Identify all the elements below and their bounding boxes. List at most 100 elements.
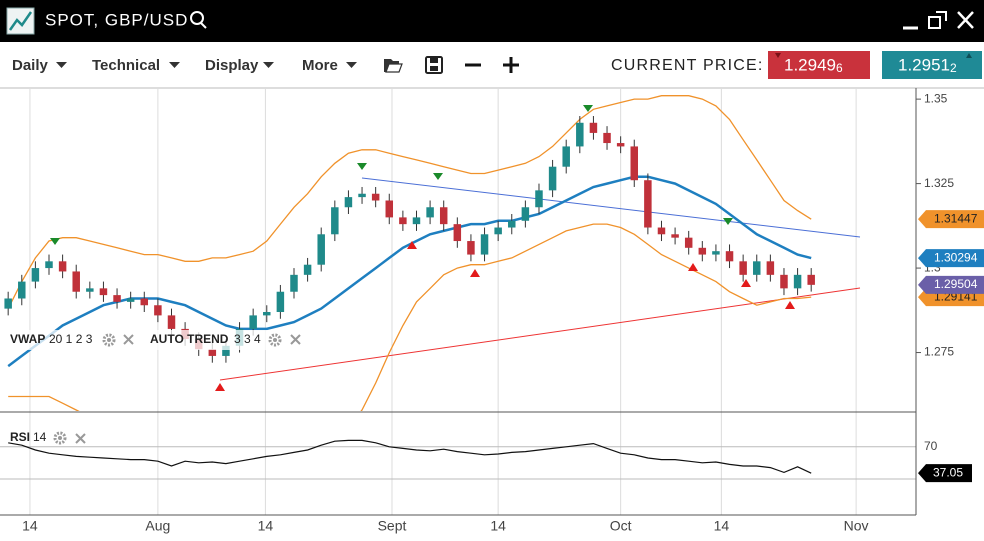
candle-body [480,234,489,255]
candle-body [521,207,530,221]
app-icon [6,7,35,35]
save-button[interactable] [425,56,443,74]
overlay-line [8,223,812,411]
bid-pipette: 6 [836,61,843,75]
menu-display[interactable]: Display [205,57,274,74]
indicator-name: VWAP [10,332,45,346]
candle-body [453,224,462,242]
candle-body [671,234,679,238]
candle-body [45,261,53,269]
candle-body [426,207,434,218]
menu-label: Daily [12,57,49,74]
candle-body [72,271,80,292]
price-tag [918,210,984,229]
candle-body [807,274,815,285]
candle-body [385,200,394,218]
candle-body [657,227,666,235]
trend-line [361,177,861,238]
bid-price: 1.2949 [784,55,836,74]
ask-price: 1.2951 [898,55,950,74]
candle-body [603,132,611,144]
y-tick-label: 1.275 [924,345,954,359]
x-tick-label: 14 [22,518,38,534]
candle-body [140,298,149,306]
y-tick-label: 70 [924,439,938,453]
menu-label: Technical [92,57,160,74]
open-button[interactable] [384,59,403,73]
candle-body [725,251,734,262]
indicator-name: RSI [10,430,30,444]
overlay-line [7,95,812,309]
x-tick-label: 14 [258,518,274,534]
close-button[interactable] [957,11,974,29]
candle-body [249,315,257,329]
candle-body [562,146,570,167]
candle-body [167,315,176,329]
title-bar [0,0,984,42]
menu-label: More [302,57,338,74]
candle-body [508,220,516,228]
remove-button[interactable] [75,433,86,444]
candle-body [126,298,135,302]
candle-body [535,190,543,208]
candle-body [630,146,639,181]
candle-body [548,166,557,191]
menu-technical[interactable]: Technical [92,57,180,74]
search-button[interactable] [190,11,207,29]
candle-body [780,274,788,289]
candle-body [494,227,502,235]
price-tag [918,249,984,268]
candle-body [303,264,312,275]
candle-body [753,261,761,275]
candle-body [644,180,652,228]
candle-body [698,247,707,255]
menu-daily[interactable]: Daily [12,57,67,74]
rsi-tag [918,464,972,483]
candle-body [331,207,339,235]
candle-body [467,241,475,255]
indicator-params: 14 [33,430,47,444]
settings-button[interactable] [102,333,116,347]
candle-body [439,207,448,225]
candle-body [276,291,285,313]
x-tick-label: Aug [145,518,170,534]
candle-body [616,143,625,147]
price-tag [918,275,984,294]
candle-body [412,217,421,225]
x-tick-label: Nov [844,518,869,534]
candle-body [712,251,720,255]
x-tick-label: 14 [714,518,730,534]
candle-body [317,234,325,265]
popout-button[interactable] [928,11,947,29]
current-price-label: CURRENT PRICE: [611,57,764,74]
price-tag-label: 1.31447 [934,211,978,225]
remove-button[interactable] [123,334,134,345]
x-tick-label: 14 [490,518,506,534]
candle-body [358,193,366,198]
price-tag-label: 1.30294 [934,250,978,264]
ask-pipette: 2 [950,61,957,75]
candle-body [99,288,108,296]
zoom-in-button[interactable] [503,57,519,73]
remove-button[interactable] [290,334,301,345]
candle-body [684,237,693,248]
bid-button[interactable]: 1.2949 6 [768,51,870,79]
candle-body [86,288,94,292]
y-tick-label: 1.325 [924,176,954,190]
settings-button[interactable] [268,333,282,347]
candle-body [222,345,230,356]
menu-more[interactable]: More [302,57,357,74]
candle-body [739,261,747,275]
candle-body [589,122,598,133]
settings-button[interactable] [53,431,67,445]
trend-line [219,287,861,381]
candle-body [399,217,407,225]
indicator-name: AUTO TREND [150,332,229,346]
candle-body [113,295,121,302]
indicator-label-backing [4,330,308,350]
rsi-line [8,439,812,474]
ask-button[interactable]: 1.2951 2 [882,51,982,79]
candle-body [18,281,26,299]
indicator-params: 20 1 2 3 [49,332,93,346]
